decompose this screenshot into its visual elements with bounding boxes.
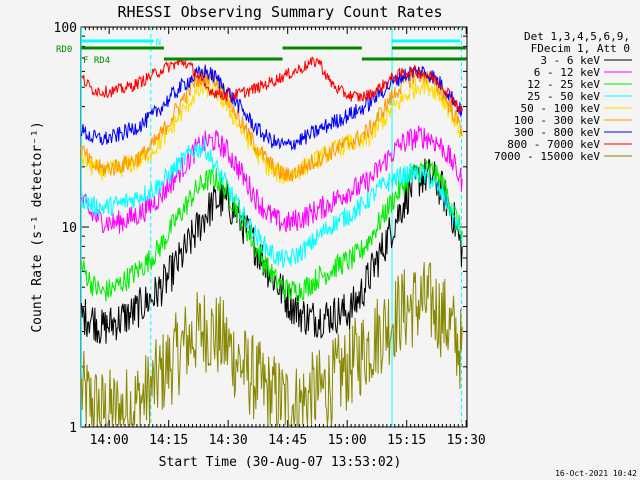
legend-entry-label: 50 - 100 keV	[521, 102, 601, 115]
legend-entry-label: 3 - 6 keV	[540, 54, 600, 67]
flag-label-rd4: F RD4	[83, 56, 110, 66]
series-line	[80, 66, 463, 182]
series-line	[80, 137, 463, 268]
series-lines	[80, 56, 463, 427]
legend-entry-label: 7000 - 15000 keV	[494, 150, 600, 163]
x-axis-label: Start Time (30-Aug-07 13:53:02)	[159, 455, 402, 470]
series-line	[80, 125, 463, 234]
x-tick-label: 14:45	[268, 433, 307, 448]
series-line	[81, 56, 463, 113]
legend-entry-label: 12 - 25 keV	[527, 78, 600, 91]
legend-entry-label: 300 - 800 keV	[514, 126, 600, 139]
legend-entry-label: 6 - 12 keV	[534, 66, 601, 79]
timestamp: 16-Oct-2021 10:42	[555, 469, 637, 478]
x-tick-label: 15:30	[447, 433, 486, 448]
legend-header-line-1: Det 1,3,4,5,6,9,	[524, 30, 630, 43]
x-tick-label: 14:15	[149, 433, 188, 448]
series-line	[80, 64, 463, 152]
y-tick-label: 100	[54, 21, 77, 36]
x-tick-label: 15:15	[387, 433, 426, 448]
y-tick-label: 1	[69, 421, 77, 436]
x-tick-label: 14:00	[90, 433, 129, 448]
series-line	[80, 262, 463, 427]
y-tick-label: 10	[61, 221, 77, 236]
legend-header-line-2: FDecim 1, Att 0	[531, 42, 630, 55]
legend-entry-label: 25 - 50 keV	[527, 90, 600, 103]
legend-entry-label: 100 - 300 keV	[514, 114, 600, 127]
x-tick-label: 15:00	[328, 433, 367, 448]
flag-label-rd0: RD0	[56, 45, 72, 55]
legend-entry-label: 800 - 7000 keV	[507, 138, 600, 151]
x-tick-label: 14:30	[209, 433, 248, 448]
flag-label-n: N	[156, 38, 161, 48]
chart-title: RHESSI Observing Summary Count Rates	[117, 3, 442, 21]
axis-ticks: 14:00 14:15 14:30 14:45 15:00 15:15 15:30 1 10 10…	[54, 21, 486, 448]
flag-bars: RD0 F RD4 N	[56, 38, 467, 66]
y-axis-label: Count Rate (s⁻¹ detector⁻¹)	[30, 121, 45, 332]
